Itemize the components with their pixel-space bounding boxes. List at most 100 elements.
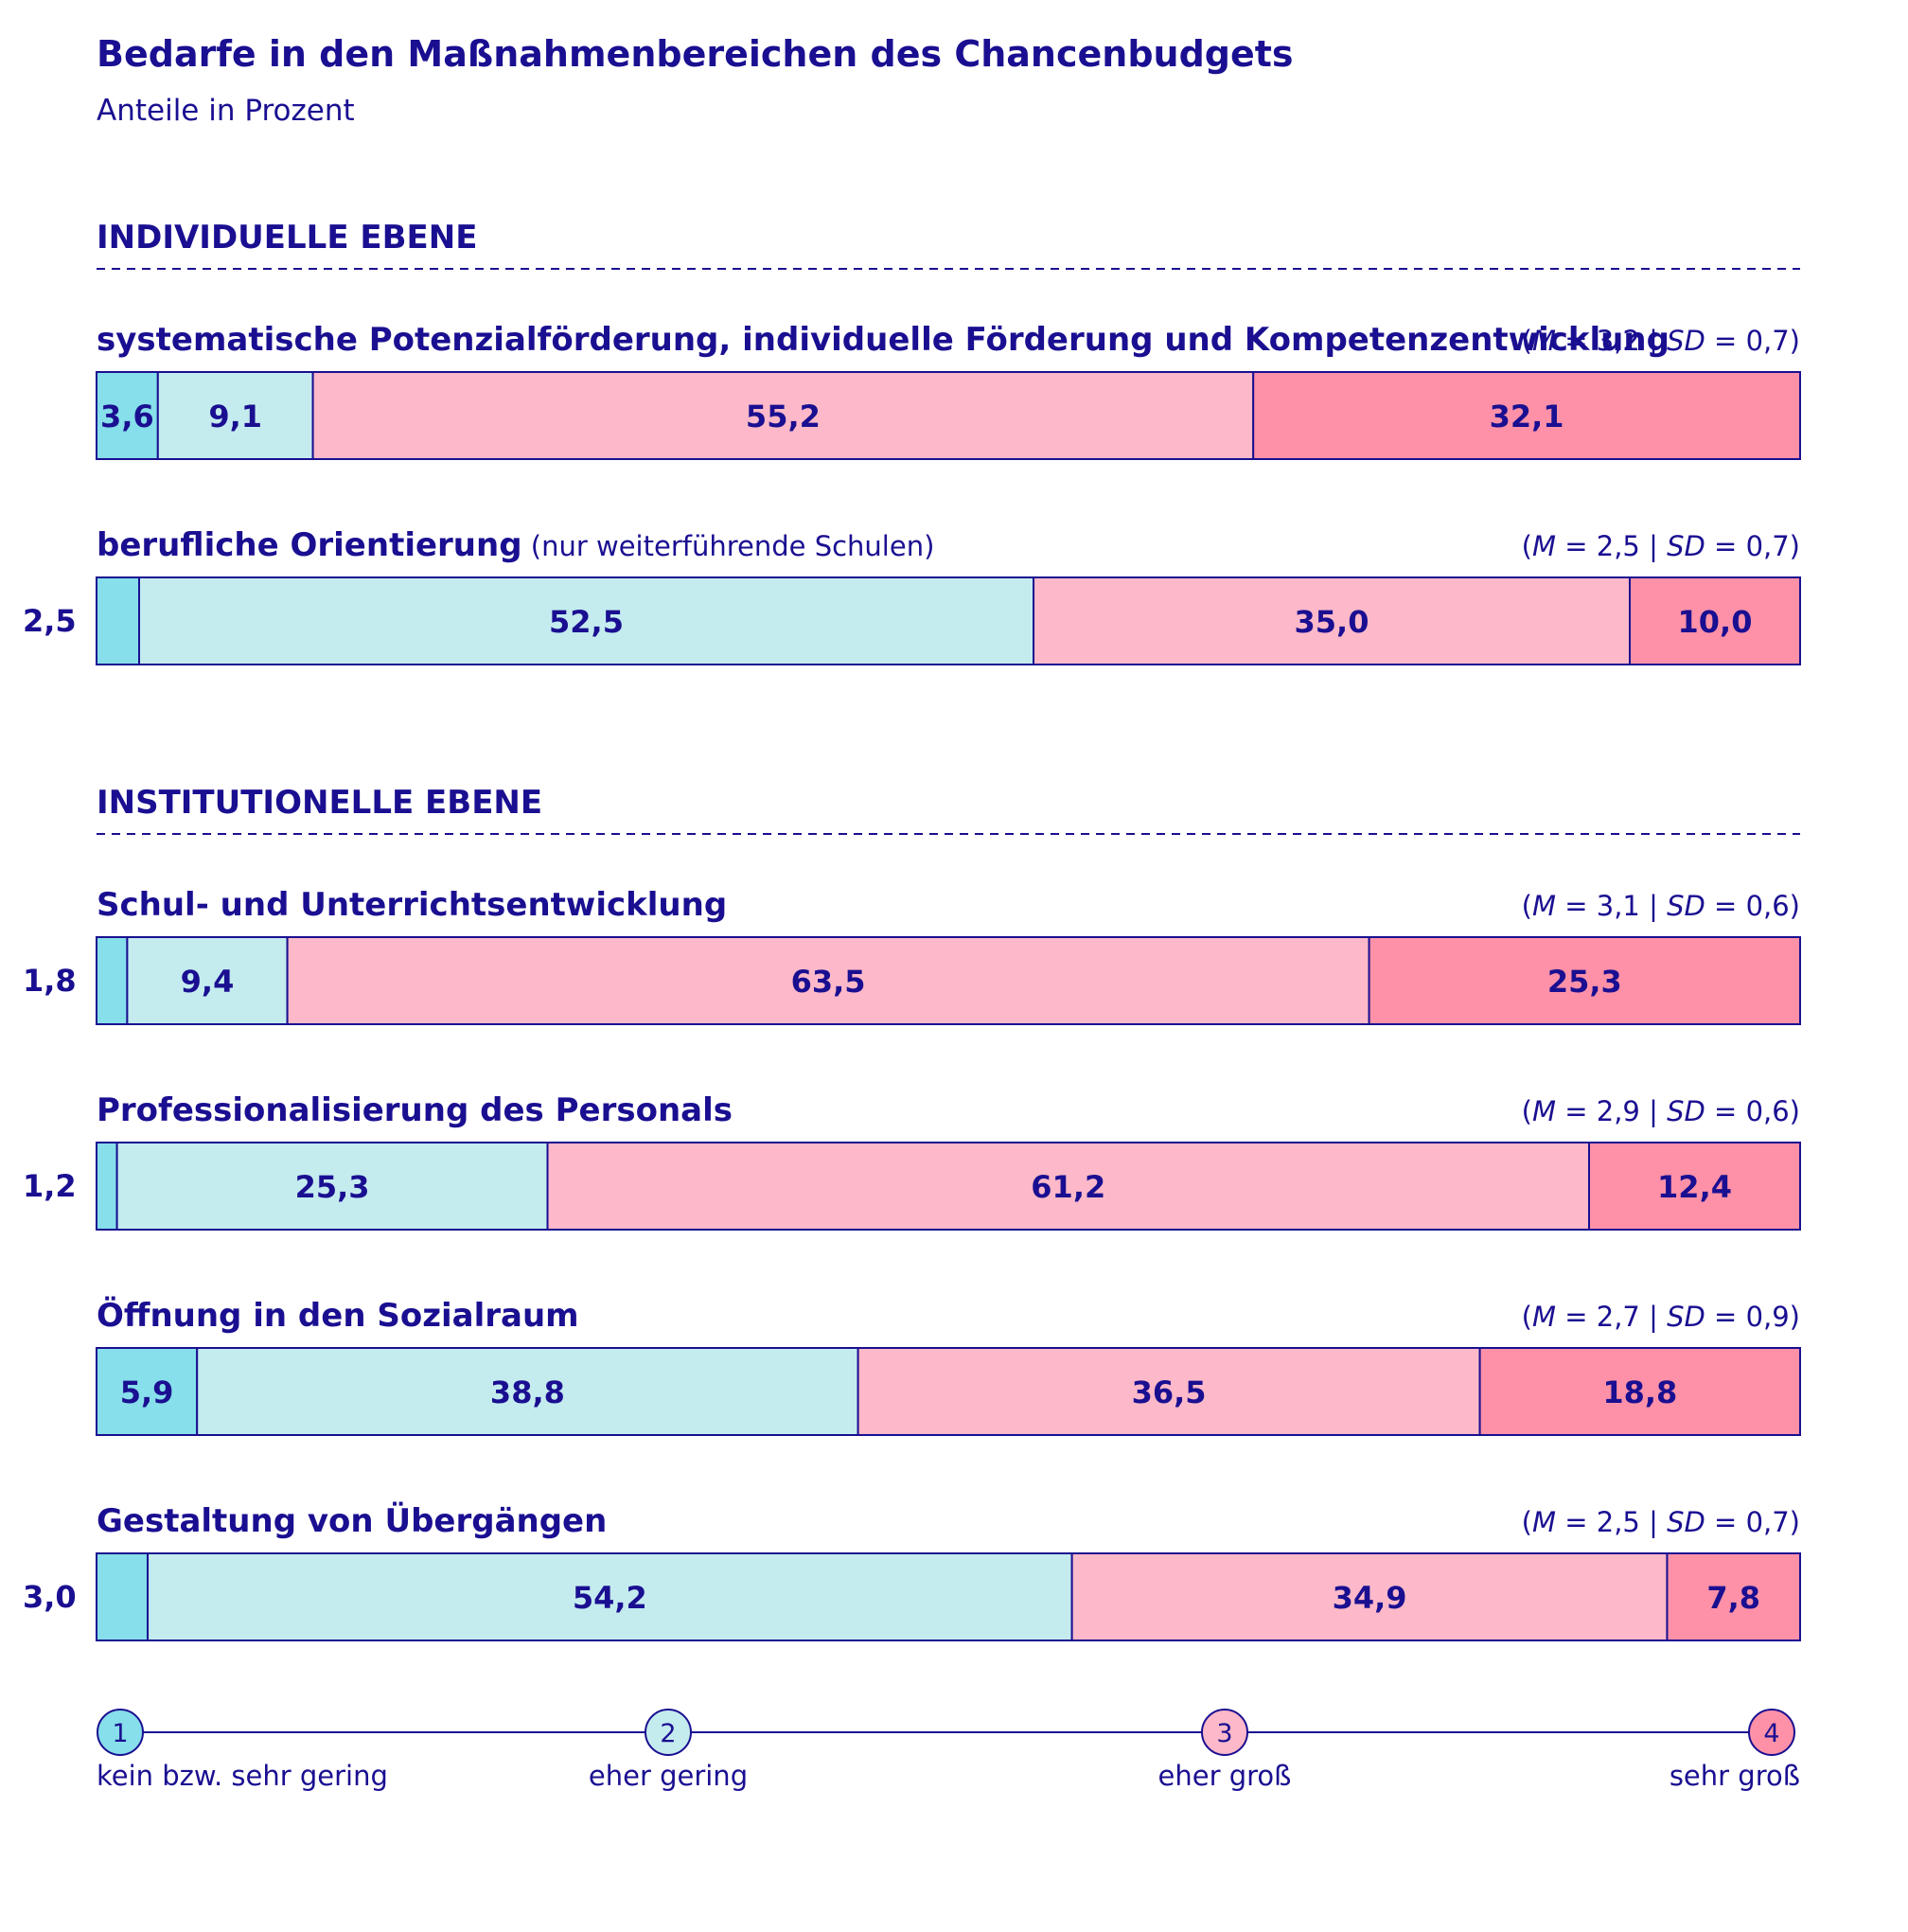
chart-sections: INDIVIDUELLE EBENE systematische Potenzia… — [23, 219, 1802, 1641]
bar-segment-3 — [1033, 576, 1631, 665]
row-stats: (M = 2,7 | SD = 0,9) — [1522, 1301, 1800, 1333]
segment-label: 61,2 — [1031, 1169, 1105, 1205]
stat-m-value: = 2,9 | — [1556, 1095, 1667, 1127]
section-1: INDIVIDUELLE EBENE systematische Potenzia… — [23, 219, 1801, 665]
bar-segment-2 — [138, 576, 1034, 665]
row-label: Öffnung in den Sozialraum — [97, 1296, 579, 1335]
bar-row: berufliche Orientierung (nur weiterführe… — [23, 526, 1801, 665]
segment-label: 35,0 — [1295, 604, 1369, 640]
row-label: systematische Potenzialförderung, indivi… — [97, 321, 1670, 359]
row-label-text: Schul- und Unterrichtsentwicklung — [97, 886, 727, 924]
bar-segment-1 — [96, 936, 129, 1025]
bar-row: systematische Potenzialförderung, indivi… — [96, 321, 1801, 460]
segment-label: 63,5 — [791, 964, 866, 1000]
segment-label: 9,4 — [181, 964, 235, 1000]
section-2: INSTITUTIONELLE EBENE Schul- und Unterric… — [23, 784, 1802, 1641]
stat-sd-label: SD — [1667, 890, 1705, 922]
stat-paren-open: ( — [1522, 1506, 1532, 1538]
bar-segment-1 — [96, 576, 140, 665]
legend-label: kein bzw. sehr gering — [97, 1760, 388, 1792]
segment-label: 3,6 — [100, 399, 154, 434]
bar-segment-3 — [1070, 1552, 1669, 1641]
row-label-text: Öffnung in den Sozialraum — [97, 1296, 579, 1335]
bar-segment-2 — [156, 371, 314, 460]
segment-label: 9,1 — [208, 399, 262, 434]
stat-paren-open: ( — [1522, 530, 1532, 562]
legend-number: 2 — [660, 1719, 676, 1748]
stat-m-label: M — [1532, 530, 1556, 562]
row-label: Professionalisierung des Personals — [97, 1091, 733, 1129]
bar-segment-3 — [546, 1142, 1591, 1231]
stat-m-label: M — [1532, 1301, 1556, 1333]
stat-paren-open: ( — [1522, 325, 1532, 357]
chart-title: Bedarfe in den Maßnahmenbereichen des Ch… — [97, 33, 1294, 75]
stat-sd-value: = 0,6) — [1705, 1095, 1800, 1127]
stat-sd-value: = 0,6) — [1705, 890, 1800, 922]
row-stats: (M = 2,5 | SD = 0,7) — [1522, 530, 1800, 562]
row-stats: (M = 3,2 | SD = 0,7) — [1522, 325, 1800, 357]
bar-segment-4 — [1666, 1552, 1802, 1641]
stat-m-value: = 2,7 | — [1556, 1301, 1667, 1333]
segment-label: 25,3 — [295, 1169, 370, 1205]
stat-m-label: M — [1532, 890, 1556, 922]
legend-marker-3 — [1201, 1709, 1248, 1756]
side-value-label: 1,2 — [23, 1168, 77, 1204]
bar-segment-2 — [147, 1552, 1073, 1641]
legend-label: sehr groß — [1670, 1760, 1800, 1792]
stat-sd-label: SD — [1667, 1301, 1705, 1333]
row-label-text: Gestaltung von Übergängen — [97, 1501, 607, 1540]
bar-segment-2 — [126, 936, 289, 1025]
row-label: berufliche Orientierung (nur weiterführe… — [97, 526, 934, 564]
side-value-label: 3,0 — [23, 1579, 77, 1615]
stat-sd-label: SD — [1667, 325, 1705, 357]
stat-m-value: = 3,2 | — [1556, 325, 1667, 357]
legend-number: 4 — [1763, 1719, 1779, 1748]
bar-segment-2 — [115, 1142, 549, 1231]
chart-subtitle: Anteile in Prozent — [97, 94, 355, 128]
row-label-text: berufliche Orientierung — [97, 526, 522, 564]
stat-m-label: M — [1532, 1506, 1556, 1538]
stat-sd-value: = 0,9) — [1705, 1301, 1800, 1333]
bar-segment-1 — [96, 1347, 199, 1436]
bar-row: Öffnung in den Sozialraum (M = 2,7 | SD =… — [96, 1296, 1801, 1436]
stat-paren-open: ( — [1522, 1301, 1532, 1333]
bar-segment-4 — [1478, 1347, 1801, 1436]
legend-marker-2 — [645, 1709, 692, 1756]
segment-label: 38,8 — [490, 1374, 565, 1410]
stat-sd-label: SD — [1667, 1506, 1705, 1538]
segment-label: 32,1 — [1490, 399, 1564, 434]
row-label-text: systematische Potenzialförderung, indivi… — [97, 321, 1670, 359]
row-label-text: Professionalisierung des Personals — [97, 1091, 733, 1129]
section-heading: INDIVIDUELLE EBENE — [97, 219, 477, 257]
bar-segment-1 — [96, 371, 159, 460]
segment-label: 36,5 — [1132, 1374, 1207, 1410]
segment-label: 55,2 — [746, 399, 821, 434]
bar-segment-4 — [1588, 1142, 1801, 1231]
segment-label: 52,5 — [549, 604, 624, 640]
stat-paren-open: ( — [1522, 890, 1532, 922]
legend-label: eher gering — [589, 1760, 748, 1792]
segment-label: 25,3 — [1547, 964, 1622, 1000]
stat-m-label: M — [1532, 325, 1556, 357]
stat-sd-value: = 0,7) — [1705, 325, 1800, 357]
segment-label: 5,9 — [120, 1374, 174, 1410]
row-stats: (M = 3,1 | SD = 0,6) — [1522, 890, 1800, 922]
row-stats: (M = 2,9 | SD = 0,6) — [1522, 1095, 1800, 1127]
bar-segment-1 — [96, 1142, 118, 1231]
segment-label: 54,2 — [573, 1580, 647, 1616]
bar-segment-3 — [857, 1347, 1481, 1436]
bar-segment-1 — [96, 1552, 150, 1641]
stat-m-label: M — [1532, 1095, 1556, 1127]
side-value-label: 2,5 — [23, 603, 77, 639]
bar-row: Schul- und Unterrichtsentwicklung (M = 3,… — [23, 886, 1801, 1025]
legend-label: eher groß — [1158, 1760, 1292, 1792]
segment-label: 12,4 — [1657, 1169, 1732, 1205]
stat-m-value: = 2,5 | — [1556, 530, 1667, 562]
stat-sd-value: = 0,7) — [1705, 530, 1800, 562]
stat-sd-value: = 0,7) — [1705, 1506, 1800, 1538]
segment-label: 7,8 — [1706, 1580, 1760, 1616]
legend-number: 1 — [112, 1719, 128, 1748]
row-label: Gestaltung von Übergängen — [97, 1501, 607, 1540]
